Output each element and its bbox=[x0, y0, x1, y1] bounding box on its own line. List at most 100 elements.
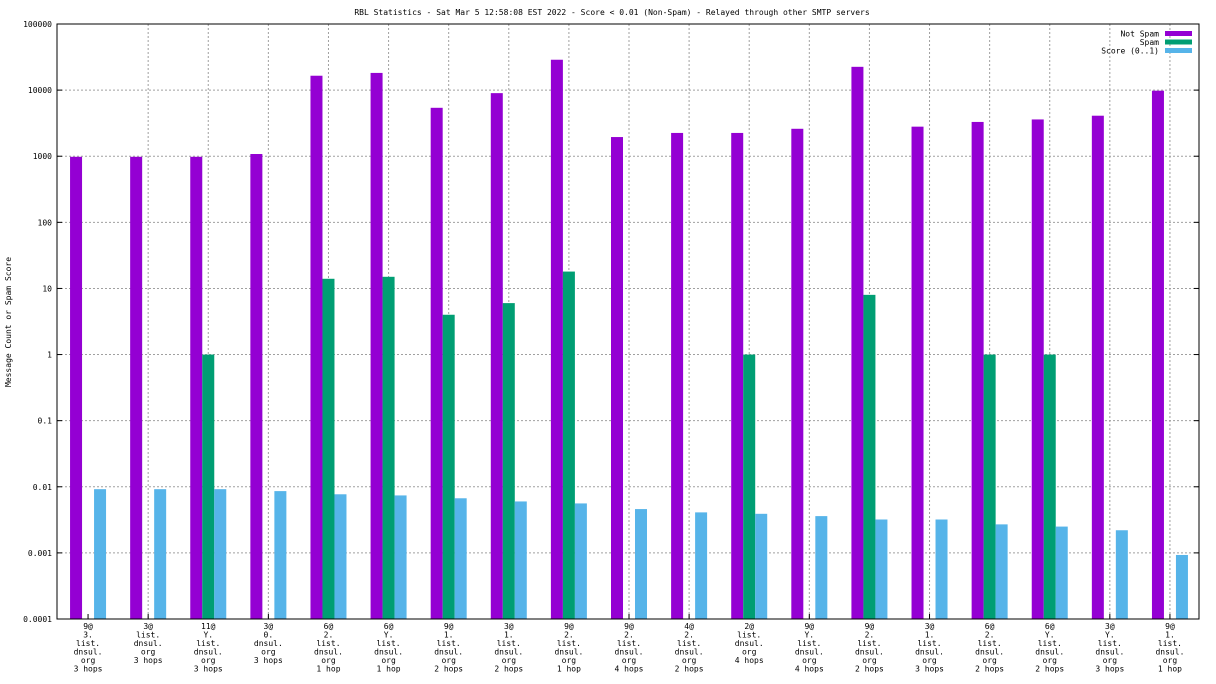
y-tick-label: 10000 bbox=[28, 86, 52, 95]
x-tick-label-line: Y. bbox=[384, 631, 394, 640]
x-tick-label-line: Y. bbox=[804, 631, 814, 640]
legend-label: Score (0..1) bbox=[1101, 47, 1159, 56]
bar-not-spam bbox=[1151, 90, 1164, 619]
x-tick-label-line: list. bbox=[377, 639, 401, 648]
bar-not-spam bbox=[1031, 119, 1044, 619]
bar-spam bbox=[442, 314, 455, 619]
bar-not-spam bbox=[130, 156, 143, 619]
x-tick-label-line: 2. bbox=[564, 631, 574, 640]
x-tick-label: 3@ Y. list. dnsul. org 3 hops bbox=[1095, 622, 1124, 674]
y-tick-label: 0.1 bbox=[38, 417, 53, 426]
x-tick-label-line: org bbox=[381, 656, 396, 665]
bar-score-0-1 bbox=[514, 501, 527, 619]
x-tick-label: 9@ 1. list. dnsul. org 1 hop bbox=[1155, 622, 1184, 674]
x-tick-label-line: Y. bbox=[1105, 631, 1115, 640]
x-tick-label: 6@ Y. list. dnsul. org 2 hops bbox=[1035, 622, 1064, 674]
x-tick-label: 9@ 3. list. dnsul. org 3 hops bbox=[74, 622, 103, 674]
bar-score-0-1 bbox=[154, 489, 167, 619]
x-tick-label-line: 3 hops bbox=[134, 656, 163, 665]
bar-not-spam bbox=[731, 132, 744, 620]
bar-not-spam bbox=[310, 75, 323, 619]
bar-score-0-1 bbox=[334, 494, 347, 619]
x-tick-label-line: 4 hops bbox=[615, 665, 644, 674]
x-tick-label-line: 1 hop bbox=[316, 665, 340, 674]
x-tick-label-line: list. bbox=[437, 639, 461, 648]
x-tick-label-line: 3. bbox=[83, 631, 93, 640]
x-tick-label: 3@ 1. list. dnsul. org 3 hops bbox=[915, 622, 944, 674]
x-tick-label-line: dnsul. bbox=[134, 639, 163, 648]
x-tick-label-line: 1. bbox=[1165, 631, 1175, 640]
x-tick-label-line: org bbox=[201, 656, 216, 665]
x-tick-label-line: list. bbox=[677, 639, 701, 648]
legend-swatch bbox=[1165, 39, 1192, 45]
x-tick-label-line: list. bbox=[737, 631, 761, 640]
x-tick-label-line: 6@ bbox=[324, 622, 334, 631]
x-tick-label-line: org bbox=[562, 656, 577, 665]
bar-spam bbox=[1043, 354, 1056, 619]
bar-not-spam bbox=[671, 132, 684, 620]
x-tick-label-line: 6@ bbox=[384, 622, 394, 631]
x-tick-label-line: 9@ bbox=[564, 622, 574, 631]
x-tick-label: 4@ 2. list. dnsul. org 2 hops bbox=[675, 622, 704, 674]
bar-not-spam bbox=[911, 126, 924, 620]
x-tick-label-line: 3@ bbox=[504, 622, 514, 631]
x-tick-label-line: 2 hops bbox=[855, 665, 884, 674]
bar-not-spam bbox=[370, 72, 383, 620]
x-tick-label-line: 3 hops bbox=[915, 665, 944, 674]
x-tick-label-line: dnsul. bbox=[975, 648, 1004, 657]
x-tick-label-line: 2. bbox=[624, 631, 634, 640]
x-tick-label-line: dnsul. bbox=[795, 648, 824, 657]
bar-not-spam bbox=[1091, 115, 1104, 620]
chart-title: RBL Statistics - Sat Mar 5 12:58:08 EST … bbox=[354, 8, 870, 17]
x-tick-label: 6@ Y. list. dnsul. org 1 hop bbox=[374, 622, 403, 674]
x-tick-label-line: 2 hops bbox=[494, 665, 523, 674]
x-tick-label-line: dnsul. bbox=[434, 648, 463, 657]
x-tick-label: 6@ 2. list. dnsul. org 1 hop bbox=[314, 622, 343, 674]
x-tick-label-line: 6@ bbox=[985, 622, 995, 631]
x-tick-label-line: org bbox=[1163, 656, 1178, 665]
x-tick-label-line: dnsul. bbox=[675, 648, 704, 657]
bar-not-spam bbox=[430, 107, 443, 619]
x-tick-label-line: dnsul. bbox=[915, 648, 944, 657]
legend-swatch bbox=[1165, 31, 1192, 36]
x-tick-label-line: list. bbox=[917, 639, 941, 648]
x-tick-label-line: list. bbox=[136, 631, 160, 640]
bar-not-spam bbox=[250, 154, 263, 619]
x-tick-label-line: 0. bbox=[264, 631, 274, 640]
y-tick-labels: 0.0001 0.001 0.01 0.1 1 10 100 1000 10000 100000 bbox=[23, 20, 52, 624]
x-tick-label-line: dnsul. bbox=[194, 648, 223, 657]
y-tick-label: 0.01 bbox=[33, 483, 52, 492]
bar-not-spam bbox=[611, 137, 623, 619]
bar-not-spam bbox=[70, 156, 83, 619]
x-tick-label-line: 2 hops bbox=[1035, 665, 1064, 674]
x-tick-label-line: dnsul. bbox=[374, 648, 403, 657]
x-tick-label-line: 2 hops bbox=[975, 665, 1004, 674]
x-tick-label-line: dnsul. bbox=[615, 648, 644, 657]
x-tick-label-line: dnsul. bbox=[494, 648, 523, 657]
bars bbox=[70, 59, 1188, 620]
legend-label: Not Spam bbox=[1120, 30, 1159, 39]
x-tick-label-line: org bbox=[141, 648, 156, 657]
legend-label: Spam bbox=[1140, 38, 1159, 47]
x-tick-label-line: 11@ bbox=[201, 622, 216, 631]
bar-spam bbox=[322, 278, 335, 619]
x-tick-label-line: 2. bbox=[985, 631, 995, 640]
bar-score-0-1 bbox=[574, 503, 587, 619]
x-tick-label-line: org bbox=[321, 656, 336, 665]
bar-score-0-1 bbox=[635, 509, 647, 619]
x-tick-label-line: dnsul. bbox=[1155, 648, 1184, 657]
bar-spam bbox=[502, 303, 515, 619]
x-tick-label: 9@ 2. list. dnsul. org 1 hop bbox=[554, 622, 583, 674]
x-tick-label-line: org bbox=[502, 656, 517, 665]
x-tick-label-line: dnsul. bbox=[1035, 648, 1064, 657]
y-tick-label: 100 bbox=[38, 218, 53, 227]
x-tick-label-line: list. bbox=[1098, 639, 1122, 648]
x-tick-label-line: 3@ bbox=[264, 622, 274, 631]
x-tick-label-line: 4 hops bbox=[795, 665, 824, 674]
legend-swatch bbox=[1165, 48, 1192, 53]
x-tick-label: 3@ 1. list. dnsul. org 2 hops bbox=[494, 622, 523, 674]
bar-not-spam bbox=[190, 156, 203, 619]
x-tick-label-line: 9@ bbox=[624, 622, 634, 631]
